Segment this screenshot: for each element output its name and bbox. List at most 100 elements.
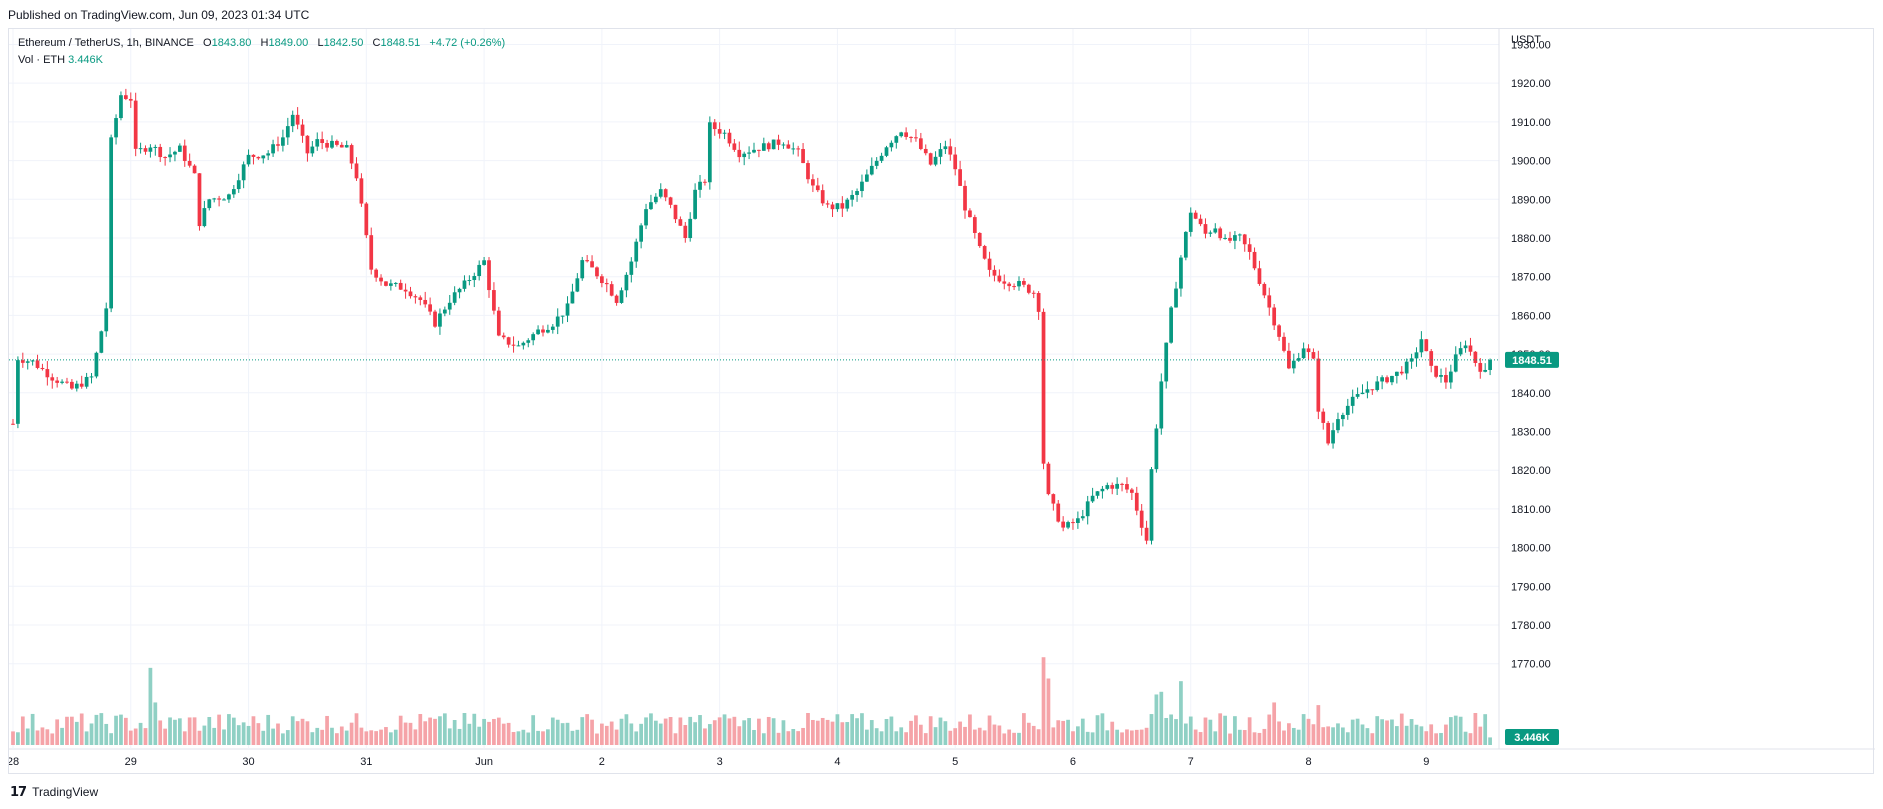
candle-body[interactable] [104,308,109,332]
candle-body[interactable] [747,152,751,154]
candle-body[interactable] [271,144,275,154]
candle-body[interactable] [865,174,869,182]
candle-body[interactable] [1085,501,1090,517]
candle-body[interactable] [732,143,737,150]
candlestick-chart[interactable]: 1930.00 1920.00 1910.00 1900.00 1890.00 1880.… [9,29,1875,775]
candle-body[interactable] [207,199,212,209]
candle-body[interactable] [511,344,516,346]
candle-body[interactable] [815,185,820,191]
candle-body[interactable] [526,340,531,343]
candle-body[interactable] [335,140,339,145]
candle-body[interactable] [1448,371,1453,383]
candle-body[interactable] [487,260,491,291]
candle-body[interactable] [555,316,560,327]
candle-body[interactable] [1120,483,1124,485]
candle-body[interactable] [163,157,167,159]
candle-body[interactable] [1159,381,1164,429]
candle-body[interactable] [595,267,599,277]
candle-body[interactable] [570,291,575,304]
candle-body[interactable] [1453,354,1458,372]
candle-body[interactable] [384,281,388,286]
candle-body[interactable] [1409,358,1414,362]
candle-body[interactable] [227,194,231,200]
candle-body[interactable] [914,137,918,139]
candle-body[interactable] [850,194,855,200]
candle-body[interactable] [1429,351,1434,366]
candle-body[interactable] [972,217,977,233]
candle-body[interactable] [442,309,447,314]
candle-body[interactable] [20,360,25,363]
candle-body[interactable] [653,196,658,203]
candle-body[interactable] [997,275,1002,282]
candle-body[interactable] [992,269,997,276]
candle-body[interactable] [703,181,707,183]
candle-body[interactable] [467,280,472,282]
candle-body[interactable] [791,148,796,150]
candle-body[interactable] [119,95,123,119]
candle-body[interactable] [609,284,614,296]
candle-body[interactable] [531,334,536,341]
candle-body[interactable] [521,342,526,346]
candle-body[interactable] [727,132,732,144]
candle-body[interactable] [1262,283,1267,296]
candle-body[interactable] [192,165,197,174]
candle-body[interactable] [855,191,859,195]
candle-body[interactable] [300,124,305,136]
candle-body[interactable] [1183,231,1188,258]
candle-body[interactable] [276,144,280,146]
candle-body[interactable] [438,313,442,327]
candle-body[interactable] [330,140,334,148]
candle-body[interactable] [580,260,585,279]
candle-body[interactable] [801,149,805,164]
candle-body[interactable] [1321,411,1326,423]
candle-body[interactable] [354,163,359,179]
candle-body[interactable] [1478,362,1483,372]
candle-body[interactable] [202,208,207,227]
candle-body[interactable] [423,299,428,305]
chart-pane[interactable]: 1930.00 1920.00 1910.00 1900.00 1890.00 1880.… [8,28,1875,775]
candle-body[interactable] [305,135,310,154]
candle-body[interactable] [197,173,202,227]
candle-body[interactable] [835,203,840,210]
candle-body[interactable] [79,383,84,387]
candle-body[interactable] [761,143,766,151]
candle-body[interactable] [1365,389,1370,393]
candle-body[interactable] [124,95,128,99]
candle-body[interactable] [45,369,50,378]
legend-volume-label[interactable]: Vol · ETH [18,54,66,66]
candle-body[interactable] [1399,371,1404,374]
candle-body[interactable] [928,153,933,165]
candle-body[interactable] [811,179,815,186]
candle-body[interactable] [1012,286,1016,288]
candle-body[interactable] [1375,381,1380,390]
candle-body[interactable] [987,258,992,270]
candle-body[interactable] [968,210,972,218]
candle-body[interactable] [1306,348,1311,353]
candle-body[interactable] [1311,352,1316,359]
candle-body[interactable] [452,292,457,303]
candle-body[interactable] [688,218,693,239]
candle-body[interactable] [1414,352,1419,359]
candle-body[interactable] [1424,339,1429,352]
candle-body[interactable] [1404,361,1409,374]
candle-body[interactable] [281,137,285,146]
candle-body[interactable] [639,225,643,242]
candle-body[interactable] [158,146,163,158]
candle-body[interactable] [1277,325,1281,337]
candle-body[interactable] [693,189,697,219]
candle-body[interactable] [536,329,540,335]
candle-body[interactable] [1233,235,1237,241]
candle-body[interactable] [1287,350,1291,369]
candle-body[interactable] [1488,359,1492,370]
candle-body[interactable] [565,303,570,316]
candle-body[interactable] [364,203,369,236]
candle-body[interactable] [1076,518,1080,524]
candle-body[interactable] [403,289,408,292]
candle-body[interactable] [977,232,982,247]
candle-body[interactable] [1242,234,1247,245]
candle-body[interactable] [295,114,300,125]
candle-body[interactable] [109,137,114,309]
candle-body[interactable] [1439,375,1443,377]
candle-body[interactable] [379,277,383,282]
candle-body[interactable] [35,360,40,368]
